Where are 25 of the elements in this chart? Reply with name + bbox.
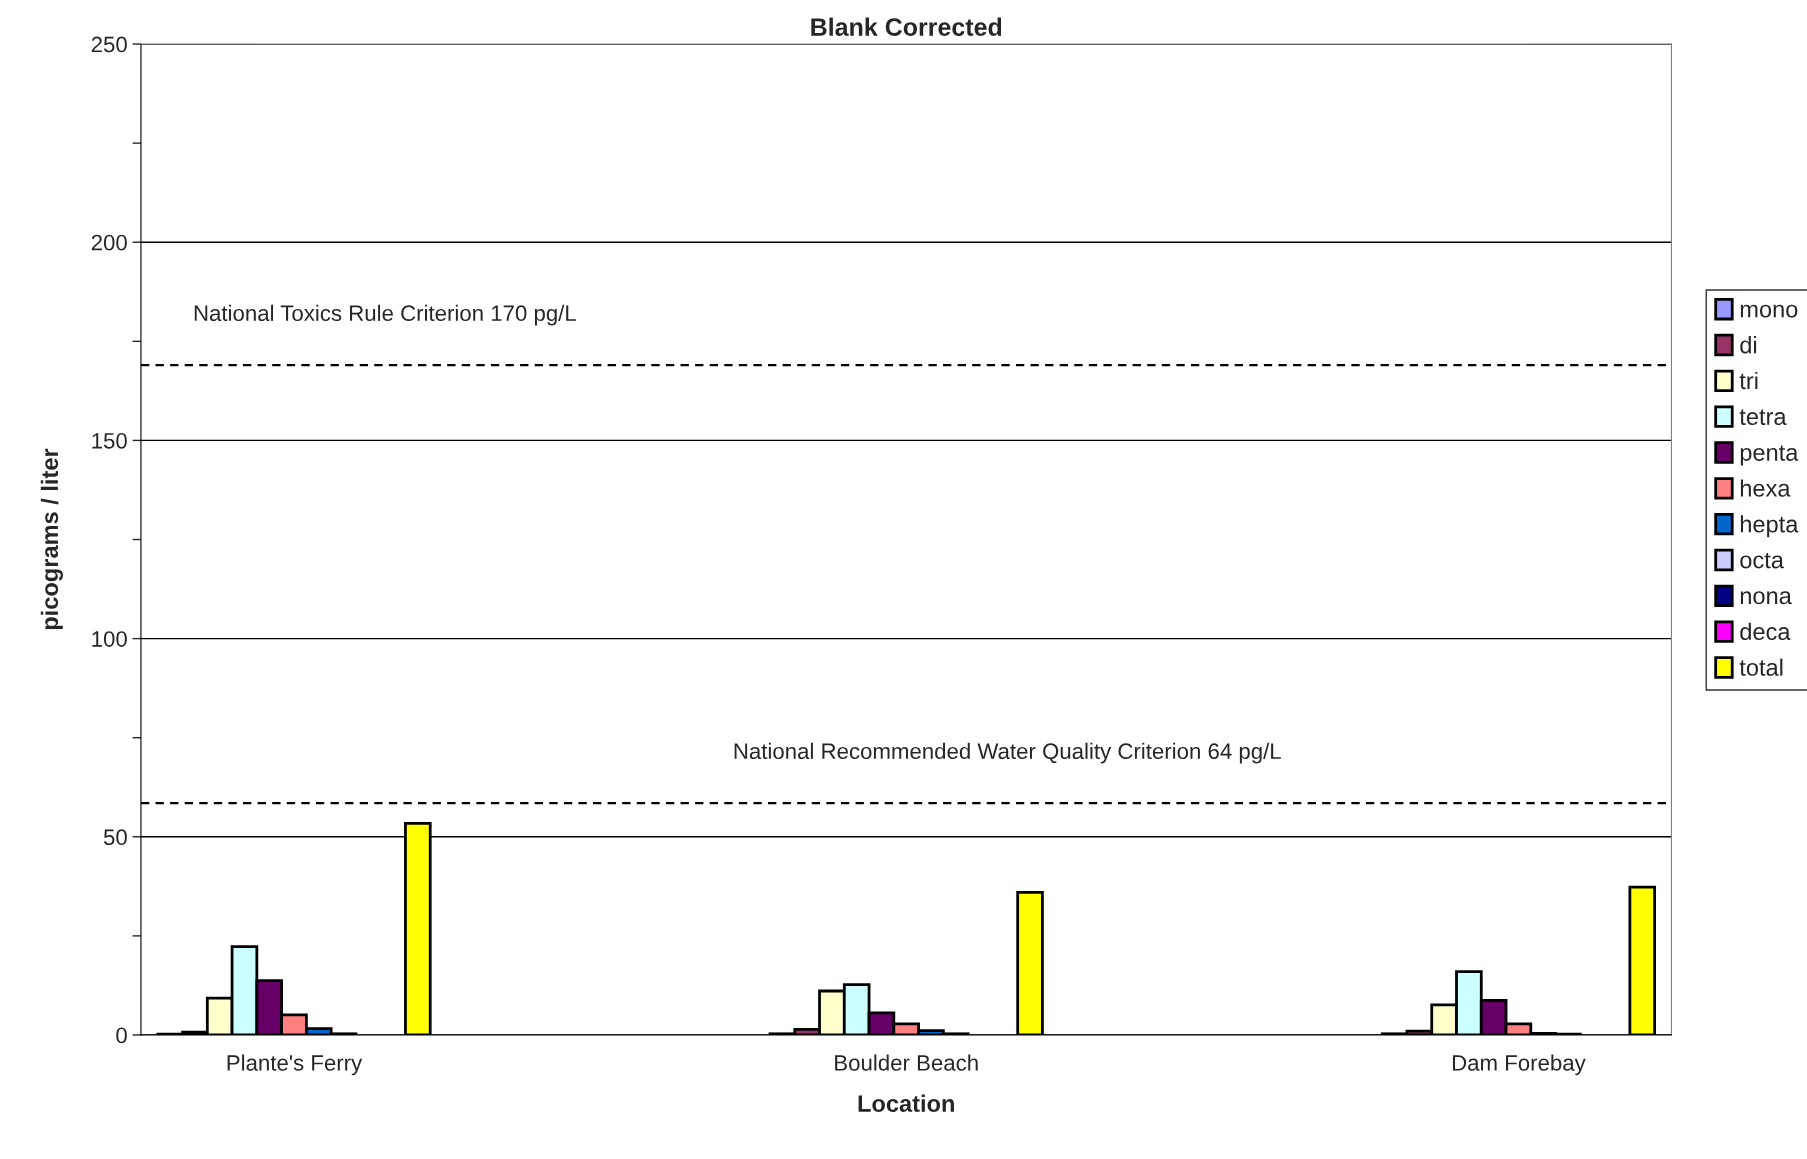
legend-label: hexa [1740,479,1791,497]
x-axis-title: Location [858,1094,954,1112]
chart-title: Blank Corrected [811,17,1002,36]
legend-label: penta [1740,445,1799,466]
y-tick-label: 0 [116,1027,127,1044]
x-tick-label: Plante's Ferry [227,1054,363,1076]
legend-label: tetra [1739,409,1787,426]
legend-label: total [1739,658,1783,676]
legend-label: tri [1739,371,1758,390]
y-tick-label: 150 [92,432,127,449]
y-tick-label: 200 [91,234,127,251]
legend-label: deca [1740,622,1791,641]
legend-label: di [1740,336,1757,354]
legend-label: hepta [1740,515,1799,538]
y-tick-label: 250 [91,36,127,53]
y-tick-label: 100 [92,631,127,647]
legend-label: mono [1740,304,1798,318]
x-tick-label: Dam Forebay [1452,1054,1586,1076]
ref-line-label: National Recommended Water Quality Criterion 64 pg/L [734,742,1281,764]
y-tick-label: 50 [103,829,127,846]
x-tick-label: Boulder Beach [835,1054,978,1071]
legend-label: octa [1740,552,1784,569]
y-axis-title: picograms / liter [40,448,63,630]
ref-line-label: National Toxics Rule Criterion 170 pg/L [194,304,576,326]
legend-label: nona [1740,591,1792,605]
